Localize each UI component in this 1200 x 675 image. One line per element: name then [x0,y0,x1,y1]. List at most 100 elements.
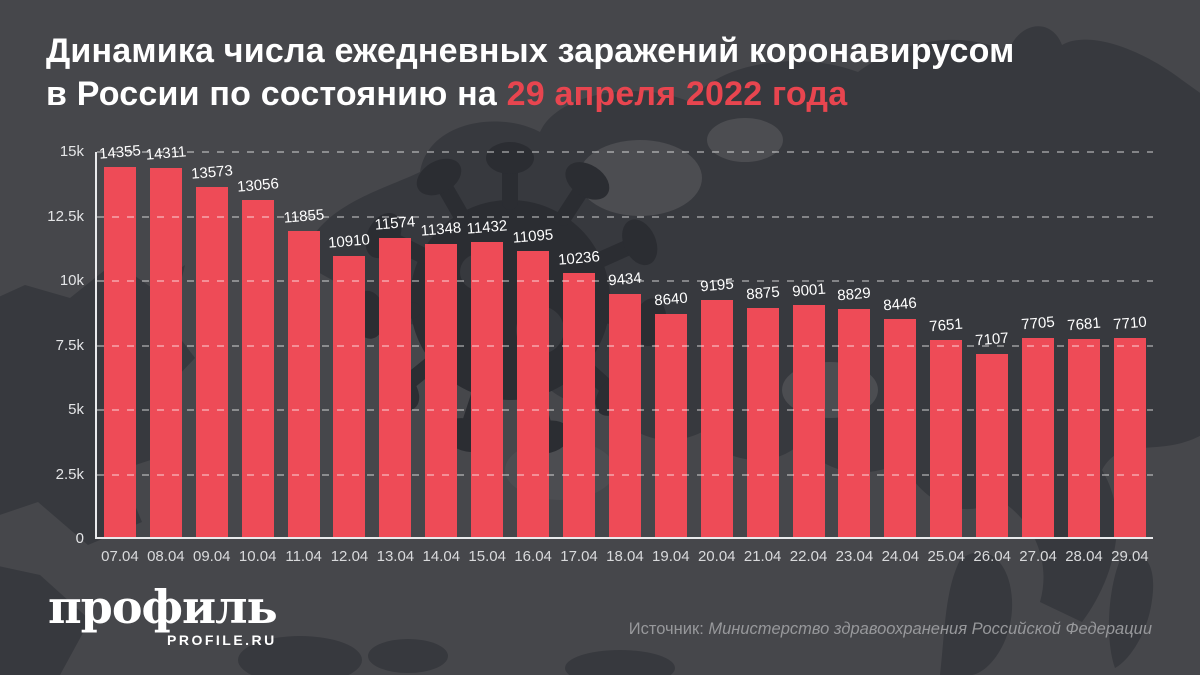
title-line-1: Динамика числа ежедневных заражений коро… [46,32,1015,70]
x-axis-tick-label: 28.04 [1065,548,1103,565]
bar-slot-11.04: 11855 11.04 [281,152,327,565]
title-line-2-text: в России по состоянию на [46,75,507,113]
bar-slot-09.04: 13573 09.04 [189,152,235,565]
bar [241,200,274,537]
bar [563,273,596,537]
x-axis-tick-label: 13.04 [376,548,415,565]
bar-value-label: 9195 [699,275,735,296]
bar-value-label: 13573 [190,162,234,183]
x-axis-tick-label: 17.04 [560,548,598,565]
bar-slot-20.04: 9195 20.04 [694,152,740,565]
x-axis-tick-label: 08.04 [147,548,185,565]
x-axis-tick-label: 19.04 [652,548,690,565]
x-axis-tick-label: 27.04 [1019,548,1057,565]
bar-slot-18.04: 9434 18.04 [602,152,648,565]
x-axis-tick-label: 11.04 [285,548,322,565]
bar-value-label: 7107 [974,329,1010,350]
x-axis-tick-label: 21.04 [743,548,782,565]
y-axis-tick-label: 5k [68,401,84,418]
x-axis-tick-label: 16.04 [514,548,552,565]
bar-value-label: 13056 [236,175,280,196]
profile-logo-wordmark: профиль [48,580,278,634]
x-axis-tick-label: 29.04 [1111,548,1149,565]
x-axis-tick-label: 25.04 [927,548,966,565]
y-axis-tick-label: 2.5k [55,465,84,483]
bar-value-label: 9434 [607,269,643,290]
bar-value-label: 8875 [745,283,781,304]
bar [1113,338,1146,537]
source-name: Министерство здравоохранения Российской … [708,620,1152,638]
bar-value-label: 7651 [928,315,964,336]
bar [471,242,504,537]
y-axis-tick-label: 15k [59,143,84,160]
bar-slot-15.04: 11432 15.04 [464,152,510,565]
bar-slot-24.04: 8446 24.04 [877,152,923,565]
bar-slot-26.04: 7107 26.04 [969,152,1015,565]
y-axis-tick-label: 0 [75,530,84,547]
x-axis-tick-label: 14.04 [422,548,461,565]
bar-value-label: 10236 [557,248,601,269]
bar-value-label: 9001 [791,280,826,301]
bar [517,251,550,537]
y-axis-tick-label: 12.5k [47,207,84,225]
bar-slot-14.04: 11348 14.04 [418,152,464,565]
bar-value-label: 7705 [1020,313,1056,334]
y-axis-tick-label: 10k [59,272,84,289]
bar [425,244,458,537]
bar [1067,339,1100,537]
bar-slot-23.04: 8829 23.04 [832,152,878,565]
bar-slot-25.04: 7651 25.04 [923,152,969,565]
bar-slot-21.04: 8875 21.04 [740,152,786,565]
bar-value-label: 8829 [837,284,872,305]
bar [838,309,871,537]
profile-logo-url: PROFILE.RU [167,632,277,648]
bar [287,231,320,537]
title-line-2: в России по состоянию на 29 апреля 2022 … [46,73,1014,116]
bar-value-label: 14355 [98,142,142,163]
page-title: Динамика числа ежедневных заражений коро… [46,30,1014,116]
bar-slot-17.04: 10236 17.04 [556,152,602,565]
bar-slot-12.04: 10910 12.04 [327,152,373,565]
bar-value-label: 8446 [882,294,918,315]
bar-value-label: 7710 [1112,313,1148,334]
bar [700,300,733,537]
bar [746,308,779,537]
bar [654,314,687,537]
bar [379,238,412,537]
bar-slot-16.04: 11095 16.04 [510,152,556,565]
bar [149,168,182,537]
bar-slot-27.04: 7705 27.04 [1015,152,1061,565]
bar-value-label: 11095 [512,226,555,247]
bar-slot-28.04: 7681 28.04 [1061,152,1107,565]
title-date-highlight: 29 апреля 2022 года [506,75,848,113]
x-axis-tick-label: 24.04 [881,548,920,565]
bar-value-label: 8640 [653,289,689,310]
bar-slot-29.04: 7710 29.04 [1107,152,1153,565]
bar-slot-07.04: 14355 07.04 [97,142,143,565]
bar [792,305,825,537]
source-attribution: Источник: Министерство здравоохранения Р… [629,620,1152,639]
bar [103,167,136,537]
bar-value-label: 10910 [327,231,372,252]
x-axis-tick-label: 26.04 [973,548,1011,565]
x-axis-tick-label: 22.04 [789,548,828,565]
x-axis-tick-label: 07.04 [101,548,139,565]
x-axis-tick-label: 10.04 [238,548,277,565]
x-axis-tick-label: 15.04 [468,548,506,565]
bar [976,354,1009,537]
x-axis-tick-label: 09.04 [192,548,231,565]
x-axis-tick-label: 12.04 [330,548,369,565]
bar [333,256,366,537]
bar-value-label: 11574 [374,213,417,234]
x-axis-tick-label: 18.04 [606,548,644,565]
bar-slot-22.04: 9001 22.04 [786,152,832,565]
x-axis-tick-label: 23.04 [835,548,874,565]
bar-slot-08.04: 14311 08.04 [143,143,189,565]
bar-value-label: 11348 [420,219,463,240]
x-axis-tick-label: 20.04 [697,548,736,565]
y-axis-tick-label: 7.5k [55,336,84,354]
source-label: Источник: [628,620,704,638]
bar-value-label: 11432 [466,217,509,238]
